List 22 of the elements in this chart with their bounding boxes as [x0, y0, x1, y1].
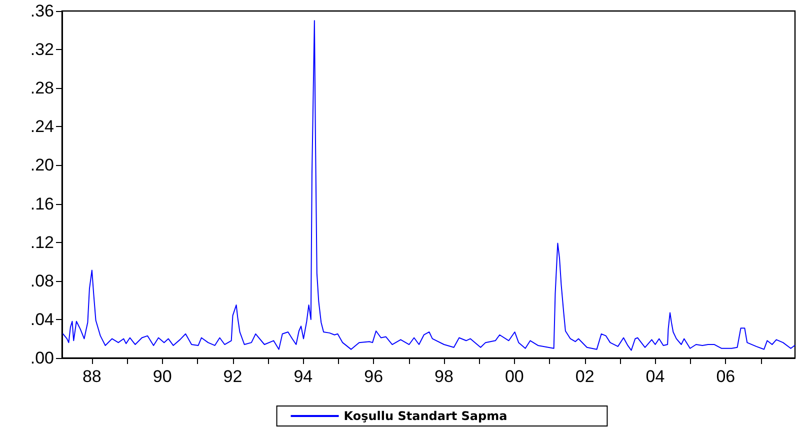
y-tick-label: .28 — [30, 78, 54, 98]
x-tick-label: 00 — [504, 367, 524, 386]
y-tick-label: .16 — [30, 194, 54, 214]
legend-label: Koşullu Standart Sapma — [344, 409, 508, 423]
y-tick-label: .12 — [30, 232, 54, 252]
x-tick-label: 88 — [82, 367, 102, 386]
x-tick-label: 96 — [364, 367, 384, 386]
y-tick-label: .24 — [30, 117, 54, 136]
x-tick-label: 98 — [434, 367, 454, 386]
y-tick-label: .08 — [30, 271, 54, 290]
line-series — [62, 20, 796, 351]
x-tick-label: 94 — [294, 367, 313, 386]
x-tick-label: 90 — [152, 367, 172, 386]
y-tick-label: .20 — [30, 156, 54, 175]
y-tick-label: .00 — [30, 348, 54, 368]
y-tick-label: .32 — [30, 40, 54, 60]
x-tick-label: 04 — [646, 367, 665, 386]
y-tick-label: .04 — [30, 310, 54, 329]
x-tick-label: 02 — [575, 367, 594, 386]
y-tick-label: .36 — [30, 2, 54, 20]
x-tick-label: 92 — [223, 367, 242, 386]
x-tick-label: 06 — [716, 367, 736, 386]
